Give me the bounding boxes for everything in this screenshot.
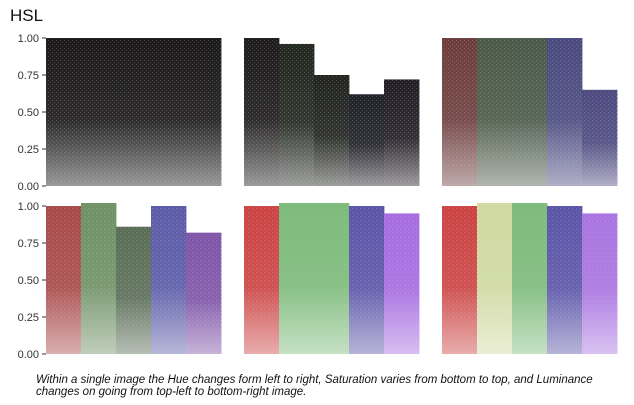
speckle-texture-6-4 [547, 206, 583, 354]
hsl-panel-3 [442, 38, 618, 186]
speckle-texture-5-4 [349, 206, 385, 354]
speckle-texture-2-3 [314, 75, 350, 186]
y-tick-label-1-2: 0.25 [18, 144, 39, 156]
speckle-texture-3-1 [442, 38, 478, 186]
chart-caption: Within a single image the Hue changes fo… [36, 374, 593, 398]
speckle-texture-1-3 [116, 38, 152, 186]
speckle-texture-4-1 [46, 206, 82, 354]
chart-title: HSL [10, 6, 44, 25]
hsl-panel-4 [46, 203, 222, 354]
speckle-texture-3-4 [547, 38, 583, 186]
speckle-texture-1-5 [186, 38, 222, 186]
speckle-texture-4-2 [81, 203, 117, 354]
speckle-texture-5-3 [314, 203, 350, 354]
y-tick-label-2-4: 0.75 [18, 238, 39, 250]
speckle-texture-5-1 [244, 206, 280, 354]
speckle-texture-1-1 [46, 38, 82, 186]
y-tick-label-2-1: 0.00 [18, 349, 39, 361]
speckle-texture-6-5 [582, 213, 618, 354]
speckle-texture-4-4 [151, 206, 187, 354]
y-tick-label-1-3: 0.50 [18, 107, 39, 119]
speckle-texture-6-1 [442, 206, 478, 354]
speckle-texture-2-1 [244, 38, 280, 186]
speckle-texture-1-4 [151, 38, 187, 186]
y-axis-row-1: 0.00 0.25 0.50 0.75 1.00 [18, 33, 46, 193]
hsl-panel-6 [442, 203, 618, 354]
speckle-texture-4-5 [186, 232, 222, 354]
speckle-texture-2-5 [384, 79, 420, 186]
hsl-panel-grid: 0.00 0.25 0.50 0.75 1.00 0.00 0.25 0.50 0.75 1.00 [18, 33, 618, 361]
y-tick-label-1-1: 0.00 [18, 181, 39, 193]
hsl-panel-2 [244, 38, 420, 186]
y-tick-label-1-4: 0.75 [18, 70, 39, 82]
hsl-panel-5 [244, 203, 420, 354]
speckle-texture-3-3 [512, 38, 548, 186]
speckle-texture-2-4 [349, 94, 385, 186]
speckle-texture-1-2 [81, 38, 117, 186]
y-axis-row-2: 0.00 0.25 0.50 0.75 1.00 [18, 201, 46, 361]
y-tick-label-2-5: 1.00 [18, 201, 39, 213]
speckle-texture-3-2 [477, 38, 513, 186]
y-tick-label-1-5: 1.00 [18, 33, 39, 45]
speckle-texture-5-5 [384, 213, 420, 354]
y-tick-label-2-2: 0.25 [18, 312, 39, 324]
y-tick-label-2-3: 0.50 [18, 275, 39, 287]
speckle-texture-6-3 [512, 203, 548, 354]
speckle-texture-6-2 [477, 203, 513, 354]
speckle-texture-4-3 [116, 226, 152, 354]
speckle-texture-2-2 [279, 43, 315, 186]
speckle-texture-5-2 [279, 203, 315, 354]
speckle-texture-3-5 [582, 89, 618, 186]
hsl-panel-1 [46, 38, 222, 186]
